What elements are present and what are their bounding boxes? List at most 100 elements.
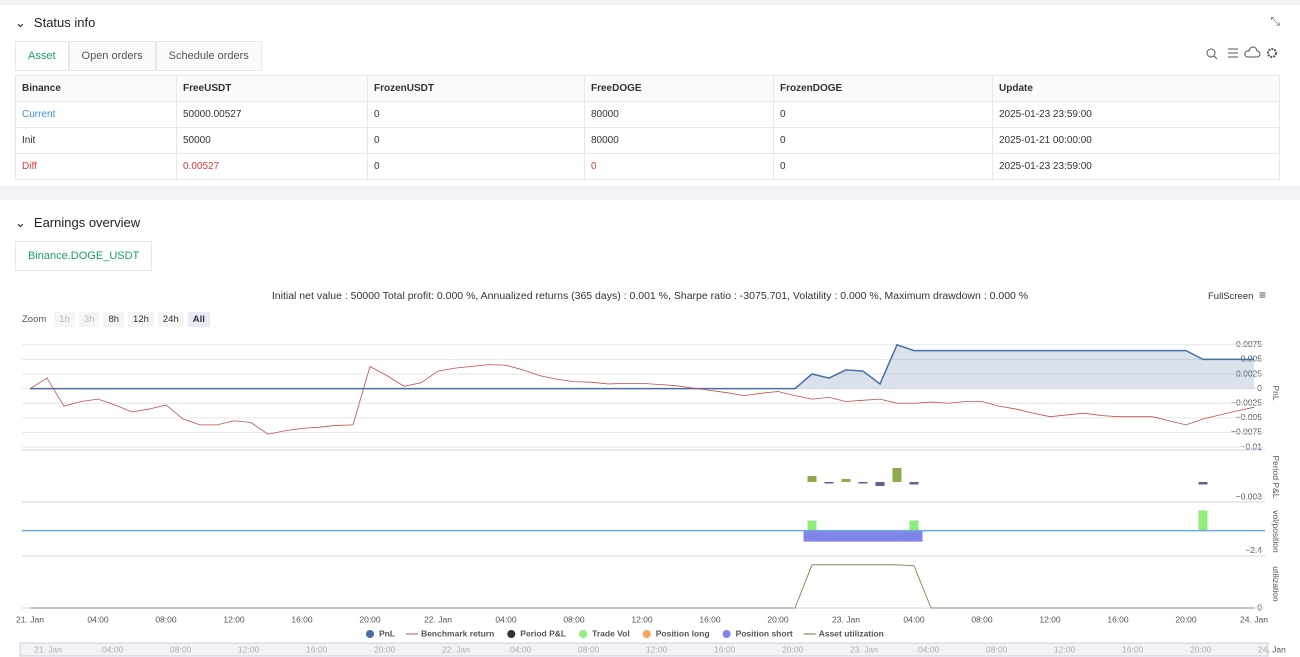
series-line (29, 364, 1255, 435)
status-header[interactable]: ⌄ Status info (15, 15, 96, 30)
zoom-bar: Zoom 1h 3h 8h 12h 24h All (22, 312, 210, 327)
table-cell: Current (15, 101, 177, 128)
chart-menu[interactable]: ≡ (1259, 288, 1267, 302)
pnl-area (30, 344, 1254, 389)
x-tick-label: 04:00 (495, 614, 517, 624)
tab[interactable]: Schedule orders (155, 41, 262, 70)
y-axis-title: utilization (1271, 566, 1281, 602)
header-cell: Update (992, 75, 1280, 102)
bar (909, 520, 919, 531)
bar (892, 468, 902, 482)
legend-marker (507, 630, 516, 638)
summary: Initial net value : 50000 Total profit: … (271, 290, 1029, 302)
bar (841, 479, 851, 482)
x-tick-label: 22. Jan (424, 614, 452, 624)
y-axis-title: PnL (1271, 385, 1281, 400)
y-axis-title: vol/position (1271, 510, 1281, 553)
header-cell: FrozenUSDT (367, 75, 585, 102)
x-tick-label: 04:00 (903, 614, 925, 624)
table-cell: 0 (773, 127, 993, 154)
y-tick-label: 0.0025 (1236, 368, 1262, 378)
x-tick-label: 24. Jan (1240, 614, 1268, 624)
navigator-label: 24. Jan (1258, 644, 1286, 654)
table-cell: 80000 (584, 127, 774, 154)
status-title: Status info (33, 15, 96, 30)
tab[interactable]: Open orders (68, 41, 156, 70)
legend-item[interactable]: Period P&L (520, 628, 566, 638)
table-cell: 2025-01-23 23:59:00 (992, 101, 1280, 128)
y-tick-label: 0.0075 (1236, 339, 1262, 349)
table-cell: 80000 (584, 101, 774, 128)
table-row: Init 50000 0 80000 0 2025-01-21 00:00:00 (15, 127, 1280, 154)
table-cell: Diff (15, 153, 177, 180)
settings-icon[interactable] (1267, 48, 1277, 58)
status-card: ⌄ Status info ⤡ Asset Open orders Schedule … (0, 5, 1300, 186)
zoom-button[interactable]: 1h (54, 312, 75, 327)
table-cell: 0 (367, 101, 585, 128)
x-tick-label: 08:00 (155, 614, 177, 624)
zoom-button[interactable]: 8h (103, 312, 125, 327)
bar (905, 530, 923, 542)
bar (837, 530, 855, 542)
x-tick-label: 08:00 (971, 614, 993, 624)
zoom-button[interactable]: 12h (128, 312, 154, 327)
legend-item[interactable]: Asset utilization (819, 628, 884, 638)
bar (909, 482, 919, 485)
legend-item[interactable]: Position short (736, 628, 793, 638)
zoom-button[interactable]: 24h (157, 312, 184, 327)
table-row: Current 50000.00527 0 80000 0 2025-01-23 23:5… (15, 101, 1280, 128)
tab[interactable]: Binance.DOGE_USDT (15, 241, 153, 270)
legend-item[interactable]: Position long (656, 628, 710, 638)
table-cell: 0 (773, 101, 993, 128)
bar (824, 482, 834, 484)
table-cell: 0.00527 (176, 153, 368, 180)
header-cell: Binance (15, 75, 177, 102)
y-tick-label: 0 (1257, 602, 1262, 612)
table-cell: Init (15, 127, 177, 154)
x-tick-label: 12:00 (223, 614, 245, 624)
status-tabs: Asset Open orders Schedule orders (15, 41, 262, 71)
y-axis-title: Period P&L (1271, 456, 1281, 499)
header-row: Binance FreeUSDT FrozenUSDT FreeDOGE FrozenD… (15, 75, 1280, 102)
fullscreen-button[interactable]: FullScreen (1208, 291, 1254, 302)
legend-marker (579, 630, 588, 638)
legend-item[interactable]: Trade Vol (592, 628, 630, 638)
table-cell: 0 (367, 153, 585, 180)
tab[interactable]: Asset (15, 41, 69, 70)
earnings-title: Earnings overview (33, 215, 141, 230)
menu-icon[interactable] (1228, 48, 1238, 58)
table-cell: 50000.00527 (176, 101, 368, 128)
y-tick-label: −0.005 (1236, 412, 1263, 422)
bar (807, 476, 817, 482)
zoom-button[interactable]: All (187, 312, 210, 327)
earnings-tabs: Binance.DOGE_USDT (15, 241, 153, 271)
bar (1198, 482, 1208, 485)
bar (807, 520, 817, 531)
zoom-button[interactable]: 3h (78, 312, 100, 327)
legend-marker (722, 630, 731, 638)
bar (875, 482, 885, 486)
earnings-header[interactable]: ⌄ Earnings overview (15, 215, 141, 230)
table-row: Diff 0.00527 0 0 0 2025-01-23 23:59:00 (15, 153, 1280, 180)
y-tick-label: 0 (1257, 383, 1262, 393)
y-tick-label: −0.01 (1240, 441, 1262, 451)
pnl-line (30, 343, 1254, 390)
x-tick-label: 16:00 (699, 614, 721, 624)
search-icon[interactable] (1206, 48, 1216, 58)
collapse-icon[interactable]: ⤡ (1270, 14, 1280, 28)
x-tick-label: 12:00 (631, 614, 653, 624)
x-tick-label: 20:00 (767, 614, 789, 624)
cloud-icon[interactable] (1244, 46, 1261, 58)
table-cell: 2025-01-21 00:00:00 (992, 127, 1280, 154)
legend-item[interactable]: PnL (379, 628, 395, 638)
header-cell: FrozenDOGE (773, 75, 993, 102)
header-cell: FreeDOGE (584, 75, 774, 102)
navigator[interactable] (19, 642, 1269, 657)
bar (888, 530, 906, 542)
bar (854, 530, 872, 542)
table-cell: 2025-01-23 23:59:00 (992, 153, 1280, 180)
legend-item[interactable]: Benchmark return (421, 628, 494, 638)
y-tick-label: −0.0075 (1231, 427, 1262, 437)
x-tick-label: 16:00 (1107, 614, 1129, 624)
